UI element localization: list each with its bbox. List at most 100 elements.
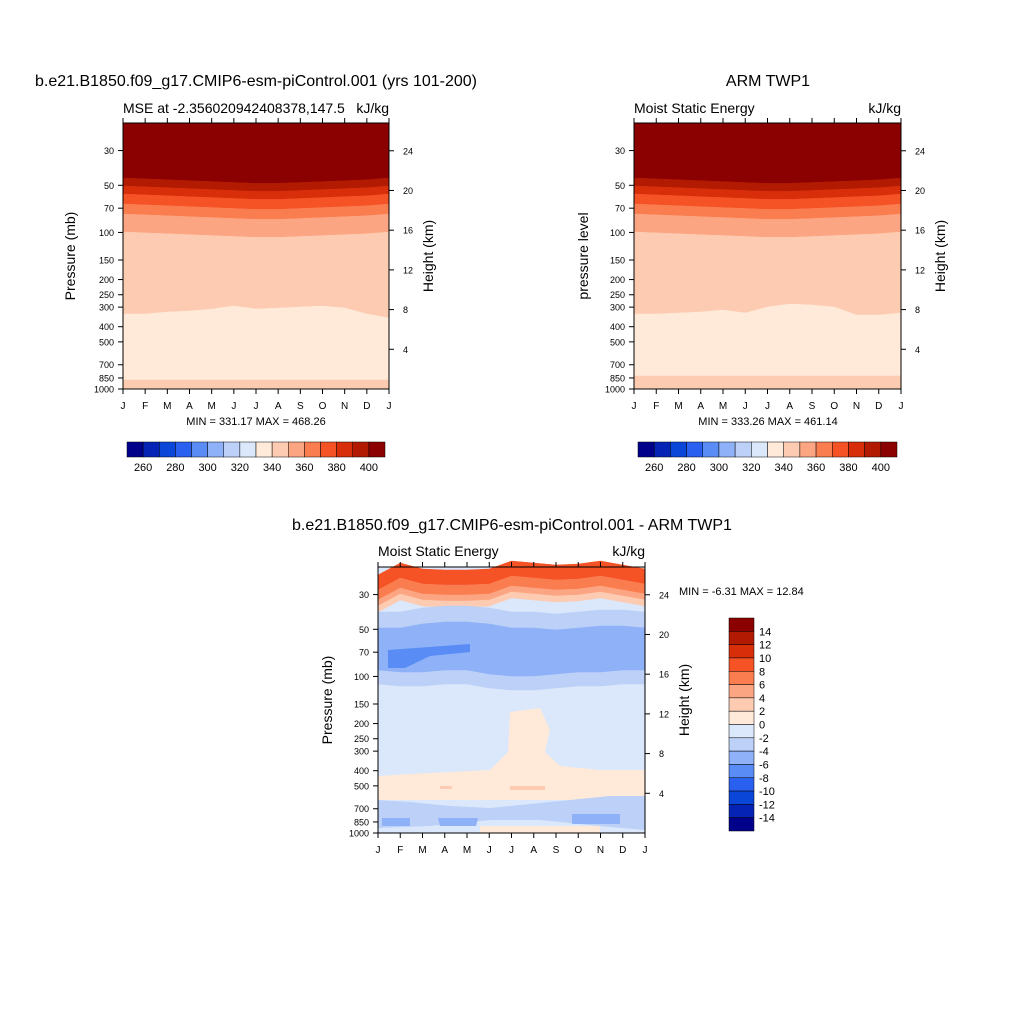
y-right-tick-label: 12: [659, 709, 669, 719]
y-tick-label: 850: [610, 373, 625, 383]
colorbar-label: 10: [759, 653, 771, 665]
x-tick-label: F: [653, 401, 659, 412]
y-tick-label: 250: [610, 290, 625, 300]
panel-units-label: kJ/kg: [868, 100, 901, 116]
colorbar-swatch: [352, 441, 370, 458]
colorbar-label: 340: [263, 462, 281, 474]
colorbar-label: 280: [166, 462, 184, 474]
y-tick-label: 250: [354, 734, 369, 744]
y-tick-label: 700: [610, 360, 625, 370]
x-tick-label: A: [186, 401, 193, 412]
colorbar-swatch: [728, 710, 755, 725]
contour-fill: [377, 560, 646, 833]
colorbar-label: 2: [759, 706, 765, 718]
y-right-tick-label: 20: [915, 186, 925, 196]
colorbar-label: 300: [710, 462, 728, 474]
panel-left-label: Moist Static Energy: [378, 543, 499, 559]
x-tick-label: J: [231, 401, 236, 412]
colorbar-swatch: [728, 697, 755, 712]
y-tick-label: 400: [354, 766, 369, 776]
y-tick-label: 30: [359, 590, 369, 600]
colorbar-label: -12: [759, 799, 775, 811]
y-tick-label: 500: [99, 337, 114, 347]
contour-band: [633, 122, 902, 186]
y-tick-label: 400: [99, 322, 114, 332]
x-tick-label: D: [619, 845, 626, 856]
colorbar-swatch: [728, 790, 755, 805]
y-tick-label: 500: [354, 781, 369, 791]
y-tick-label: 1000: [349, 829, 369, 839]
panel-title: b.e21.B1850.f09_g17.CMIP6-esm-piControl.…: [292, 517, 732, 534]
colorbar-label: 380: [327, 462, 345, 474]
contour-band: [510, 786, 545, 790]
y-tick-label: 850: [354, 817, 369, 827]
x-tick-label: J: [765, 401, 770, 412]
contour-band: [122, 122, 390, 184]
colorbar-swatch: [767, 441, 784, 458]
x-tick-label: A: [275, 401, 282, 412]
y-tick-label: 300: [99, 303, 114, 313]
colorbar-swatch: [239, 441, 257, 458]
x-tick-label: F: [142, 401, 148, 412]
panel-difference: b.e21.B1850.f09_g17.CMIP6-esm-piControl.…: [292, 517, 804, 856]
y-tick-label: 100: [99, 228, 114, 238]
y-tick-label: 150: [354, 700, 369, 710]
colorbar-swatch: [637, 441, 655, 458]
colorbar-label: 360: [807, 462, 825, 474]
colorbar-label: -2: [759, 733, 769, 745]
y-tick-label: 100: [354, 672, 369, 682]
colorbar-swatch: [783, 441, 801, 458]
x-tick-label: S: [553, 845, 560, 856]
colorbar-swatch: [832, 441, 849, 458]
panel-units-label: kJ/kg: [356, 100, 389, 116]
y-tick-label: 300: [610, 303, 625, 313]
y-tick-label: 300: [354, 747, 369, 757]
axes: J F M A M J J A S O N D J 30 50 70 100 150 200 250 300 400 500…: [349, 562, 669, 856]
y-tick-label: 400: [610, 322, 625, 332]
contour-fill: [633, 122, 902, 390]
colorbar-swatch: [368, 441, 386, 458]
colorbar-swatch: [223, 441, 241, 458]
y-tick-label: 70: [104, 204, 114, 214]
contour-band: [378, 796, 645, 812]
y-tick-label: 1000: [605, 385, 625, 395]
x-tick-label: J: [899, 401, 904, 412]
panel-left-label: Moist Static Energy: [634, 100, 755, 116]
y-right-tick-label: 12: [403, 265, 413, 275]
x-tick-label: A: [441, 845, 448, 856]
colorbar-swatch: [728, 684, 755, 699]
colorbar-swatch: [728, 631, 755, 645]
colorbar-swatch: [728, 644, 755, 659]
contour-band: [440, 786, 452, 789]
colorbar-swatch: [728, 764, 755, 778]
y-tick-label: 30: [615, 146, 625, 156]
x-tick-label: J: [376, 845, 381, 856]
contour-band: [480, 826, 600, 833]
colorbar-swatch: [864, 441, 882, 458]
colorbar-label: 300: [198, 462, 216, 474]
colorbar-swatch: [728, 737, 755, 752]
x-tick-label: M: [463, 845, 471, 856]
y-tick-label: 100: [610, 228, 625, 238]
y-right-tick-label: 16: [659, 670, 669, 680]
colorbar-swatch: [207, 441, 224, 458]
colorbar-label: 280: [677, 462, 695, 474]
colorbar-label: -8: [759, 773, 769, 785]
colorbar-swatch: [718, 441, 736, 458]
colorbar-swatch: [702, 441, 720, 458]
colorbar-label: 320: [231, 462, 249, 474]
y-right-tick-label: 8: [915, 305, 920, 315]
y-tick-label: 850: [99, 373, 114, 383]
panel-left-label: MSE at -2.356020942408378,147.5: [123, 100, 345, 116]
y-tick-label: 50: [104, 181, 114, 191]
colorbar-label: 4: [759, 693, 765, 705]
y-right-tick-label: 8: [403, 305, 408, 315]
contour-band: [633, 375, 902, 390]
colorbar-swatch: [799, 441, 817, 458]
colorbar-label: 260: [134, 462, 152, 474]
colorbar-swatch: [686, 441, 703, 458]
x-tick-label: O: [319, 401, 327, 412]
x-tick-label: O: [830, 401, 838, 412]
